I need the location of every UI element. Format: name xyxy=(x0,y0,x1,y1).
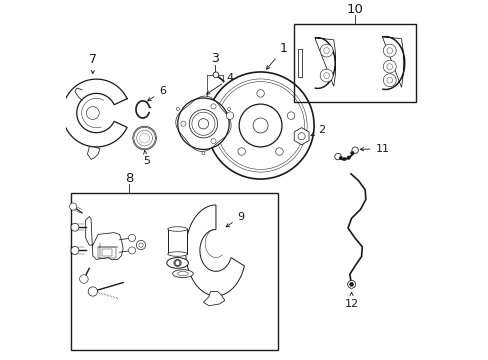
Bar xyxy=(294,24,415,102)
Circle shape xyxy=(86,107,99,120)
Circle shape xyxy=(181,121,185,126)
Circle shape xyxy=(71,223,79,231)
Circle shape xyxy=(202,152,204,155)
Circle shape xyxy=(227,107,230,111)
Circle shape xyxy=(88,287,97,296)
Text: 4: 4 xyxy=(206,73,233,94)
Circle shape xyxy=(198,118,208,129)
Bar xyxy=(102,249,111,256)
Circle shape xyxy=(210,139,216,144)
Circle shape xyxy=(80,275,88,283)
Polygon shape xyxy=(382,36,404,90)
Ellipse shape xyxy=(172,270,193,278)
Text: 7: 7 xyxy=(89,53,97,74)
Circle shape xyxy=(320,44,332,57)
Circle shape xyxy=(323,48,329,53)
Circle shape xyxy=(136,240,145,250)
Ellipse shape xyxy=(167,252,187,256)
Circle shape xyxy=(176,107,179,111)
Circle shape xyxy=(287,112,294,119)
Bar xyxy=(71,193,278,350)
Circle shape xyxy=(238,148,245,155)
Polygon shape xyxy=(185,205,244,296)
Text: 6: 6 xyxy=(147,86,165,101)
Circle shape xyxy=(383,44,395,57)
Circle shape xyxy=(383,60,395,73)
Circle shape xyxy=(347,280,355,288)
Circle shape xyxy=(128,234,135,242)
Text: 11: 11 xyxy=(360,144,389,154)
Circle shape xyxy=(178,98,229,149)
Circle shape xyxy=(342,157,346,161)
Circle shape xyxy=(213,72,218,78)
Text: 9: 9 xyxy=(225,212,244,227)
Circle shape xyxy=(128,247,135,254)
Circle shape xyxy=(351,147,358,153)
Circle shape xyxy=(256,90,264,97)
Circle shape xyxy=(323,73,329,78)
Circle shape xyxy=(338,156,342,160)
Circle shape xyxy=(275,148,283,155)
Circle shape xyxy=(320,69,332,82)
Text: 2: 2 xyxy=(310,125,324,136)
Text: 1: 1 xyxy=(266,42,287,69)
Ellipse shape xyxy=(167,227,187,231)
Circle shape xyxy=(383,74,395,87)
Polygon shape xyxy=(85,216,123,259)
Text: 5: 5 xyxy=(142,150,149,166)
Polygon shape xyxy=(294,128,308,145)
Text: 8: 8 xyxy=(125,172,133,185)
Circle shape xyxy=(350,151,353,155)
Text: 3: 3 xyxy=(210,52,218,66)
Circle shape xyxy=(334,153,341,160)
Polygon shape xyxy=(314,37,335,89)
Ellipse shape xyxy=(166,258,188,268)
Bar xyxy=(98,247,116,258)
Circle shape xyxy=(210,104,216,109)
Text: 10: 10 xyxy=(346,3,363,16)
Circle shape xyxy=(253,118,267,133)
Circle shape xyxy=(346,156,350,159)
Circle shape xyxy=(71,247,79,255)
Circle shape xyxy=(69,203,77,210)
Bar xyxy=(167,229,187,254)
Circle shape xyxy=(226,112,233,119)
Polygon shape xyxy=(203,292,224,306)
Text: 12: 12 xyxy=(344,292,358,309)
Circle shape xyxy=(349,282,353,287)
